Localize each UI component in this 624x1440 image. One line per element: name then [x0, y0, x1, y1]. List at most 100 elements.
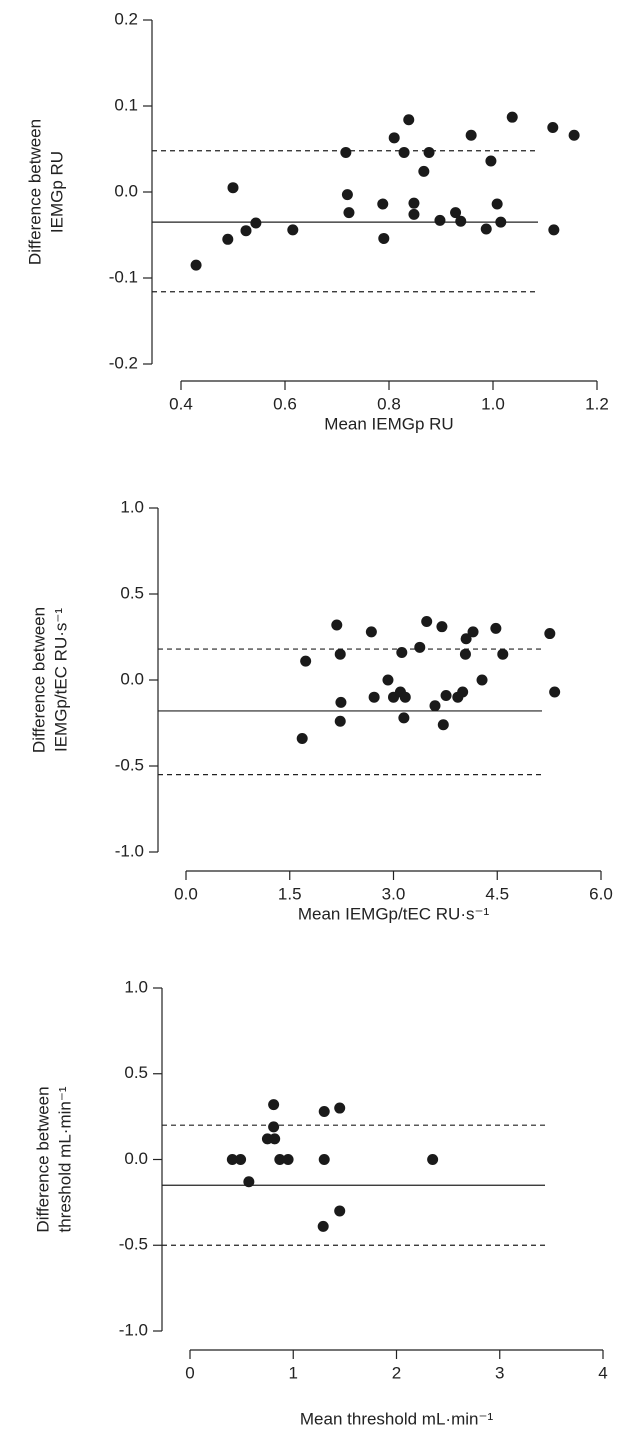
point	[318, 1105, 330, 1117]
point	[436, 621, 448, 633]
x-axis-label: Mean threshold mL·min⁻¹	[300, 1409, 494, 1428]
chart-panel: -1.0 -0.5 0.0 0.5 1.0 0.0 1.5 3.0 4.5 6.0 Mean IEM…	[29, 497, 612, 923]
point	[460, 633, 472, 645]
point	[340, 146, 352, 158]
x-tick-label: 1	[289, 1363, 298, 1382]
point	[465, 129, 477, 141]
point	[335, 696, 347, 708]
point	[495, 216, 507, 228]
point	[226, 1154, 238, 1165]
y-tick-label: 0.1	[114, 95, 138, 114]
y-tick-label: 0.5	[120, 583, 144, 602]
x-tick-label: 0.4	[169, 394, 193, 413]
point	[418, 165, 430, 177]
point	[408, 197, 420, 209]
y-tick-label: -0.5	[119, 1235, 148, 1254]
point	[547, 122, 559, 133]
x-tick-label: 1.0	[481, 394, 505, 413]
point	[334, 1102, 346, 1114]
point	[457, 686, 469, 698]
point	[440, 689, 452, 701]
point	[437, 719, 449, 731]
point	[398, 712, 410, 724]
point	[377, 198, 389, 210]
point	[408, 208, 420, 220]
y-axis-label: IEMGp RU	[47, 151, 66, 233]
point	[429, 700, 441, 712]
point	[544, 628, 556, 640]
x-axis-label: Mean IEMGp/tEC RU·s⁻¹	[298, 904, 490, 923]
y-tick-label: 0.0	[120, 669, 144, 688]
point	[490, 622, 502, 634]
point	[282, 1154, 294, 1165]
y-tick-label: 0.0	[124, 1149, 148, 1168]
point	[227, 182, 239, 194]
point	[378, 232, 390, 244]
point	[300, 655, 312, 667]
x-tick-label: 4.5	[485, 884, 509, 903]
x-axis-label: Mean IEMGp RU	[324, 414, 453, 433]
x-tick-label: 3	[495, 1363, 504, 1382]
point	[459, 648, 471, 660]
point	[318, 1154, 330, 1165]
point	[480, 223, 492, 235]
point	[396, 646, 408, 658]
point	[434, 214, 446, 226]
x-tick-label: 0	[185, 1363, 194, 1382]
point	[274, 1154, 286, 1165]
y-axis-label: Difference between	[29, 607, 48, 753]
chart-panel: -0.2 -0.1 0.0 0.1 0.2 0.4 0.6 0.8 1.0 1.2 Mean IEM…	[25, 9, 608, 433]
y-tick-label: 1.0	[120, 497, 144, 516]
point	[240, 225, 252, 237]
point	[568, 129, 580, 141]
point	[287, 224, 299, 236]
point	[388, 132, 400, 144]
point	[450, 207, 462, 219]
point	[399, 691, 411, 703]
point	[365, 626, 377, 638]
point	[296, 732, 308, 744]
x-tick-label: 1.2	[585, 394, 609, 413]
y-axis-label: IEMGp/tEC RU·s⁻¹	[51, 608, 70, 752]
point	[222, 233, 234, 245]
point	[243, 1176, 255, 1188]
y-tick-label: -0.2	[109, 353, 138, 372]
point	[423, 146, 435, 158]
point	[343, 207, 355, 219]
x-tick-label: 6.0	[589, 884, 613, 903]
point	[476, 674, 488, 686]
point	[421, 616, 433, 628]
y-tick-label: -0.1	[109, 267, 138, 286]
point	[497, 648, 509, 660]
y-tick-label: -0.5	[115, 755, 144, 774]
point	[334, 1205, 346, 1217]
point	[334, 648, 346, 660]
y-axis-label: Difference between	[25, 119, 44, 265]
y-tick-label: 0.2	[114, 9, 138, 28]
point	[331, 619, 343, 631]
point	[334, 715, 346, 727]
point	[235, 1154, 247, 1165]
x-tick-label: 4	[598, 1363, 607, 1382]
point	[269, 1133, 281, 1145]
point	[414, 641, 426, 653]
point	[491, 198, 503, 210]
chart-panel: -1.0 -0.5 0.0 0.5 1.0 0 1 2 3 4 Mean threshold mL·…	[33, 977, 607, 1428]
y-tick-label: 0.5	[124, 1063, 148, 1082]
point	[268, 1121, 280, 1133]
point	[485, 155, 497, 167]
y-tick-label: -1.0	[119, 1320, 148, 1339]
point	[427, 1154, 439, 1165]
point	[368, 691, 380, 703]
y-axis-label: threshold mL·min⁻¹	[55, 1086, 74, 1232]
y-tick-label: 0.0	[114, 181, 138, 200]
x-tick-label: 0.8	[377, 394, 401, 413]
x-tick-label: 0.0	[174, 884, 198, 903]
x-tick-label: 3.0	[382, 884, 406, 903]
point	[467, 626, 479, 638]
y-axis-label: Difference between	[33, 1086, 52, 1232]
point	[549, 686, 561, 698]
point	[317, 1220, 329, 1232]
y-tick-label: 1.0	[124, 977, 148, 996]
